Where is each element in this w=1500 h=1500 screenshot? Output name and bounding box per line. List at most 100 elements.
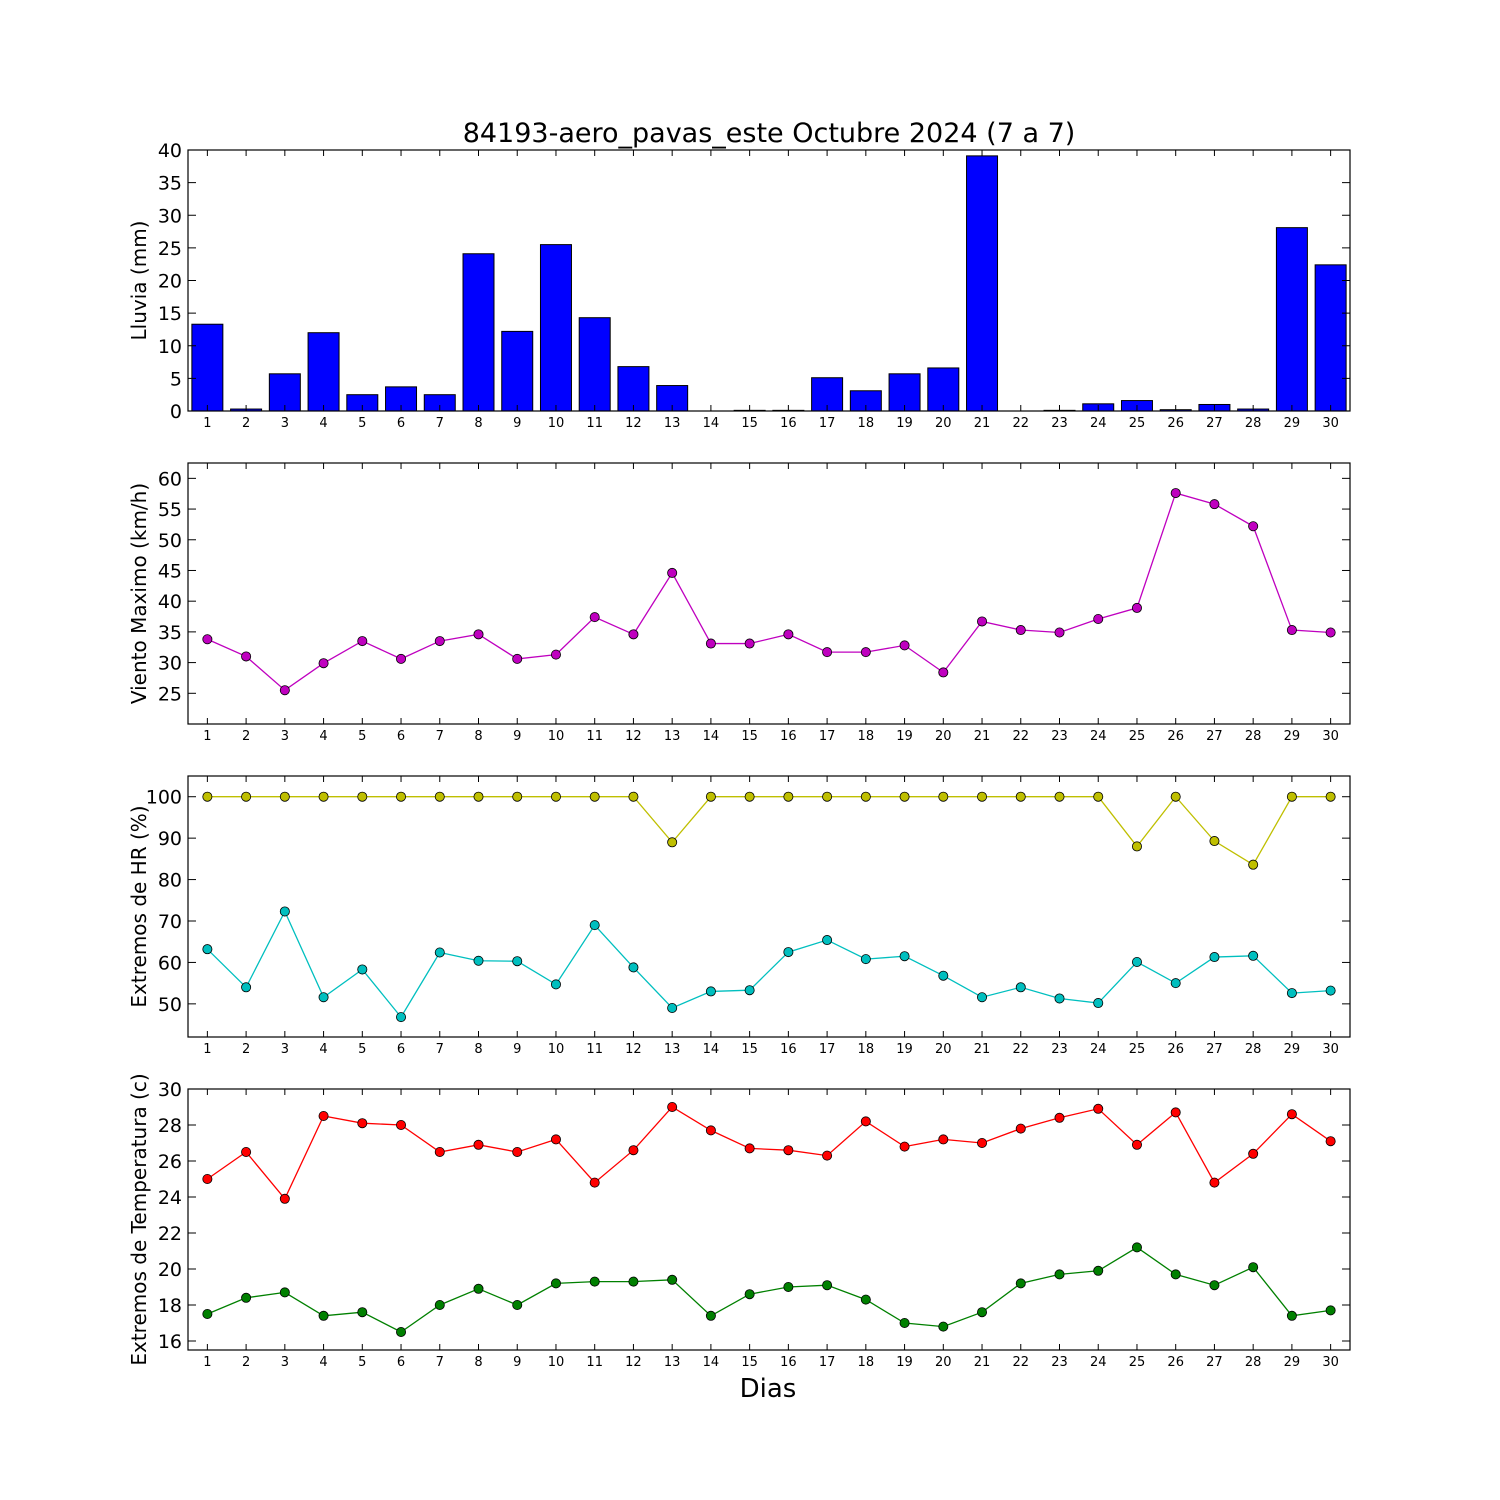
- x-axis-label: Dias: [740, 1374, 797, 1404]
- point-day-26: [1170, 1107, 1181, 1118]
- x-tick-label: 11: [586, 416, 603, 431]
- x-tick-label: 16: [780, 416, 797, 431]
- point-day-5: [357, 964, 368, 975]
- x-tick-label: 2: [242, 1355, 250, 1370]
- x-tick-label: 17: [819, 1042, 836, 1057]
- x-tick-label: 21: [974, 1042, 991, 1057]
- x-tick-label: 10: [548, 416, 565, 431]
- y-axis-label: Viento Maximo (km/h): [127, 483, 151, 704]
- point-day-12: [628, 1145, 639, 1156]
- x-tick-label: 2: [242, 416, 250, 431]
- x-tick-label: 2: [242, 729, 250, 744]
- point-day-6: [396, 791, 407, 802]
- x-tick-label: 26: [1167, 1042, 1184, 1057]
- point-day-9: [512, 1147, 523, 1158]
- x-tick-label: 6: [397, 729, 405, 744]
- y-tick-label: 18: [158, 1295, 182, 1317]
- point-day-4: [318, 992, 329, 1003]
- point-day-22: [1015, 982, 1026, 993]
- x-tick-label: 20: [935, 1042, 952, 1057]
- series-line: [206, 1106, 1332, 1201]
- point-day-24: [1093, 998, 1104, 1009]
- point-day-11: [589, 920, 600, 931]
- x-tick-label: 22: [1012, 1355, 1029, 1370]
- x-tick-label: 18: [858, 729, 875, 744]
- point-day-3: [279, 791, 290, 802]
- point-day-19: [899, 951, 910, 962]
- point-day-13: [667, 1274, 678, 1285]
- chart-title: 84193-aero_pavas_este Octubre 2024 (7 a …: [463, 118, 1076, 149]
- x-tick-label: 13: [664, 1355, 681, 1370]
- bar-day-4: [307, 332, 340, 412]
- y-tick-label: 60: [158, 952, 182, 974]
- point-day-16: [783, 1282, 794, 1293]
- x-tick-label: 19: [896, 1355, 913, 1370]
- x-tick-label: 28: [1245, 1355, 1262, 1370]
- x-tick-label: 4: [319, 416, 327, 431]
- point-day-10: [550, 1134, 561, 1145]
- bar-day-8: [462, 253, 495, 412]
- x-tick-label: 30: [1322, 729, 1339, 744]
- y-tick-label: 60: [158, 468, 182, 490]
- x-tick-label: 29: [1284, 729, 1301, 744]
- point-day-8: [473, 955, 484, 966]
- point-day-20: [938, 667, 949, 678]
- point-day-27: [1209, 499, 1220, 510]
- x-tick-label: 23: [1051, 1042, 1068, 1057]
- x-tick-label: 9: [513, 729, 521, 744]
- point-day-14: [705, 791, 716, 802]
- x-tick-label: 20: [935, 1355, 952, 1370]
- x-tick-label: 12: [625, 729, 642, 744]
- x-tick-label: 16: [780, 729, 797, 744]
- x-tick-label: 15: [741, 416, 758, 431]
- point-day-4: [318, 791, 329, 802]
- point-day-25: [1131, 1242, 1142, 1253]
- point-day-8: [473, 1139, 484, 1150]
- x-tick-label: 9: [513, 1042, 521, 1057]
- x-tick-label: 13: [664, 729, 681, 744]
- axes-frame: [187, 1088, 1351, 1351]
- bar-day-30: [1314, 264, 1347, 412]
- x-tick-label: 1: [203, 416, 211, 431]
- point-day-10: [550, 1278, 561, 1289]
- axes-frame: [187, 462, 1351, 725]
- point-day-26: [1170, 488, 1181, 499]
- point-day-1: [202, 1174, 213, 1185]
- y-tick-label: 25: [158, 683, 182, 705]
- point-day-23: [1054, 627, 1065, 638]
- point-day-18: [860, 1294, 871, 1305]
- point-day-14: [705, 1125, 716, 1136]
- x-tick-label: 1: [203, 1042, 211, 1057]
- axes-frame: [187, 149, 1351, 412]
- x-tick-label: 10: [548, 729, 565, 744]
- point-day-18: [860, 647, 871, 658]
- point-day-15: [744, 985, 755, 996]
- point-day-18: [860, 1116, 871, 1127]
- x-tick-label: 2: [242, 1042, 250, 1057]
- x-tick-label: 4: [319, 1042, 327, 1057]
- x-tick-label: 29: [1284, 1042, 1301, 1057]
- point-day-27: [1209, 1280, 1220, 1291]
- x-tick-label: 15: [741, 729, 758, 744]
- point-day-10: [550, 649, 561, 660]
- point-day-6: [396, 1327, 407, 1338]
- point-day-27: [1209, 952, 1220, 963]
- point-day-20: [938, 1134, 949, 1145]
- point-day-17: [822, 1280, 833, 1291]
- point-day-18: [860, 791, 871, 802]
- x-tick-label: 25: [1129, 1355, 1146, 1370]
- x-tick-label: 24: [1090, 1355, 1107, 1370]
- bar-day-19: [888, 373, 921, 412]
- point-day-23: [1054, 993, 1065, 1004]
- point-day-25: [1131, 957, 1142, 968]
- x-tick-label: 5: [358, 1042, 366, 1057]
- x-tick-label: 4: [319, 729, 327, 744]
- point-day-5: [357, 1118, 368, 1129]
- point-day-22: [1015, 625, 1026, 636]
- x-tick-label: 5: [358, 416, 366, 431]
- point-day-12: [628, 1276, 639, 1287]
- bar-day-12: [617, 366, 650, 412]
- point-day-29: [1286, 1310, 1297, 1321]
- x-tick-label: 17: [819, 1355, 836, 1370]
- point-day-26: [1170, 791, 1181, 802]
